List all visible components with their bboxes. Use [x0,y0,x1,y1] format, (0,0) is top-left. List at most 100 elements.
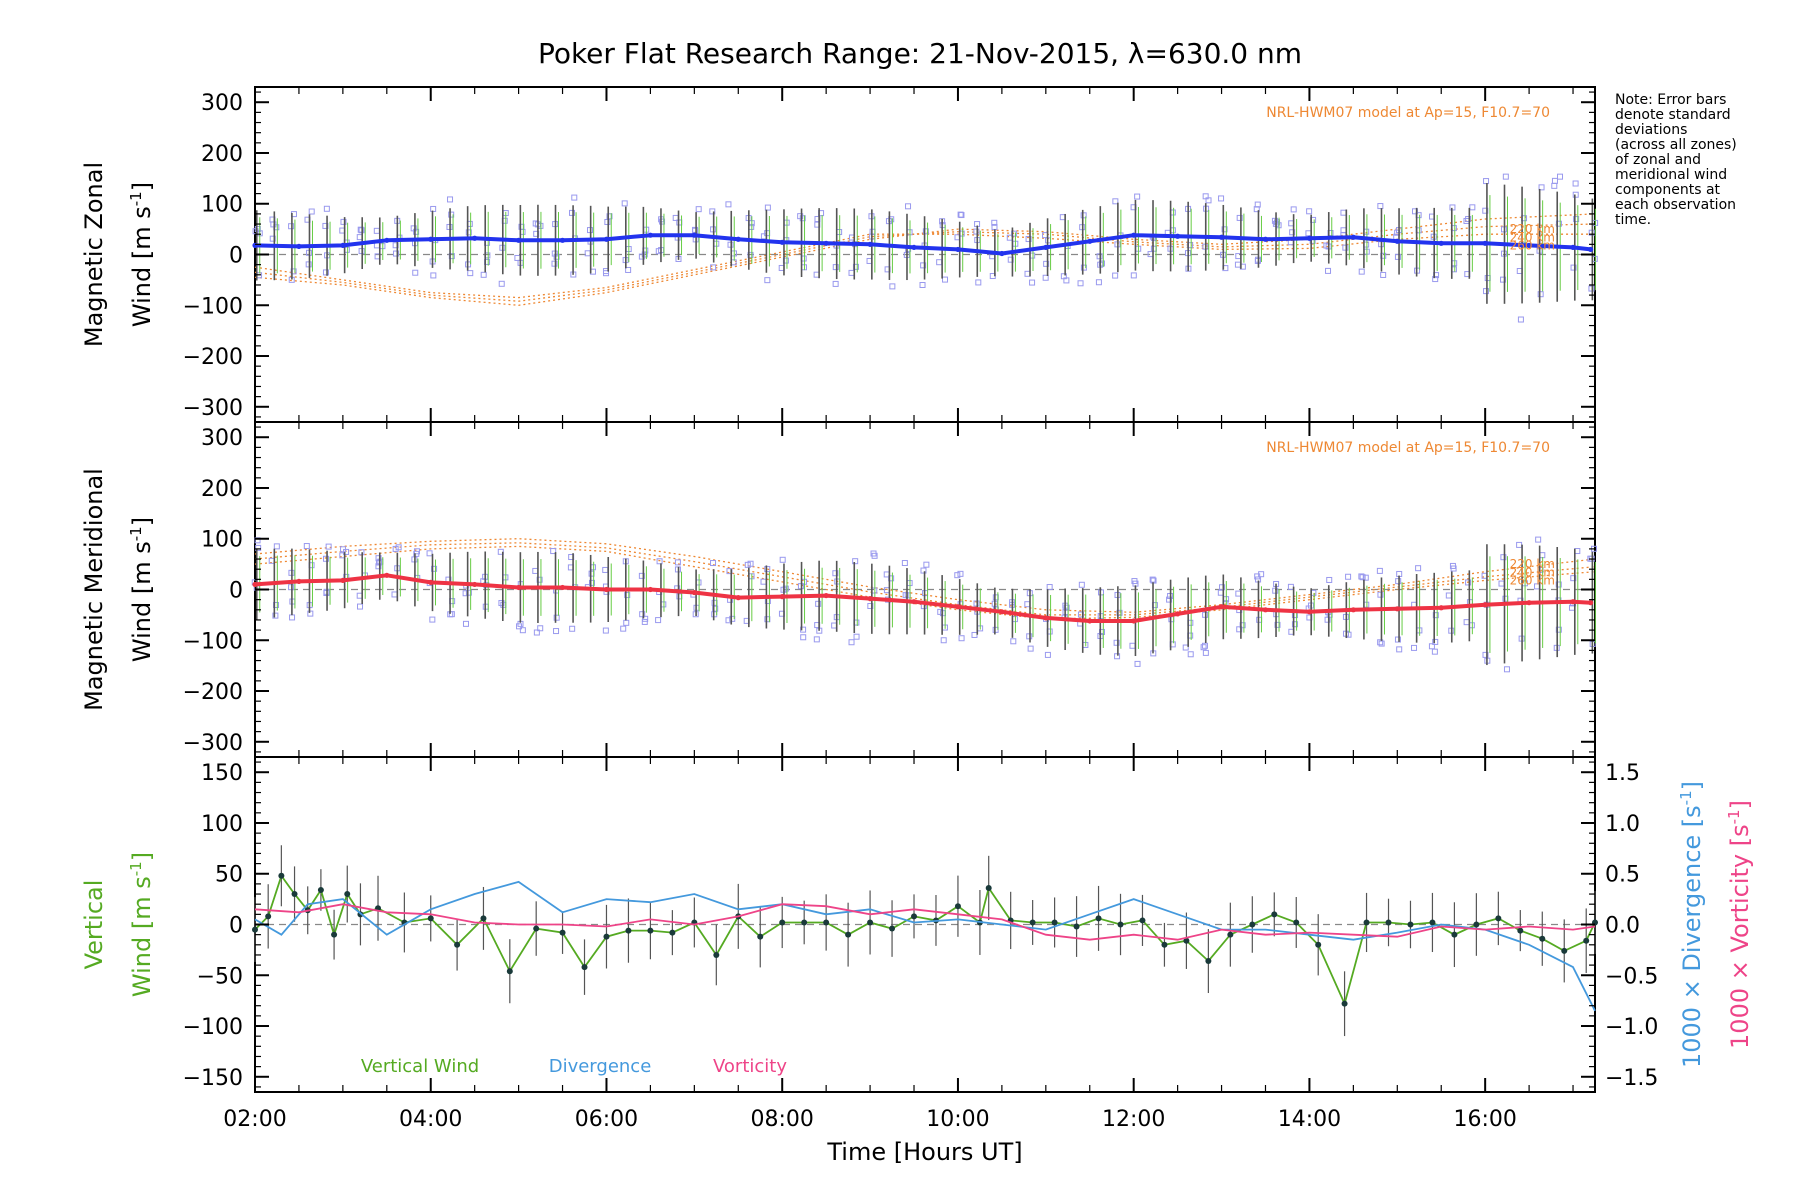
zone-point [1080,264,1087,271]
meridional-wind-point [559,584,566,591]
zone-point [1377,591,1384,598]
vertical-wind-point [911,913,918,920]
y-tick-label: −200 [183,345,243,370]
zone-point [1042,274,1049,281]
zonal-wind-point [603,236,610,242]
vertical-wind-point [506,968,513,975]
y-tick-label: −150 [183,1066,243,1091]
vertical-wind-point [801,919,808,926]
zone-point [498,600,505,607]
zone-point [1205,197,1212,204]
y-tick-label: 150 [201,761,243,786]
zone-point [288,584,295,591]
zonal-wind-point [1526,242,1532,248]
zone-point [1024,601,1031,608]
zone-point [1555,626,1562,633]
vertical-wind-point [823,919,830,926]
y-tick-label: −200 [183,680,243,705]
zone-point [1290,206,1297,213]
zone-point [1469,204,1476,211]
vertical-wind-point [1315,941,1322,948]
vertical-wind-point [954,903,961,910]
zone-point [920,262,927,269]
zonal-wind-point [1043,244,1049,250]
zone-point [1573,216,1580,223]
zone-point [832,570,839,577]
zone-point [550,548,557,555]
zone-point [1291,621,1298,628]
zonal-wind-point [1306,235,1313,241]
zone-point [800,634,807,641]
zone-point [691,226,698,233]
zone-point [514,254,521,261]
zone-point [516,623,523,630]
zone-point [1395,578,1402,585]
meridional-wind-point [867,596,873,602]
altitude-label: 260 km [1510,238,1555,252]
zone-point [308,208,315,215]
meridional-wind-point [296,578,302,584]
zone-point [1551,182,1558,189]
zone-point [958,635,965,642]
zonal-wind-line [254,233,1591,256]
zone-point [712,605,719,612]
note-line: Note: Error bars [1615,92,1726,108]
model-label: NRL-HWM07 model at Ap=15, F10.7=70 [1266,105,1550,121]
vertical-panel-frame [254,756,1596,1093]
zone-point [553,614,560,621]
zone-point [1112,272,1119,279]
zone-point [1340,209,1347,216]
zonal-wind-point [735,236,741,242]
zone-point [744,561,751,568]
x-tick-label: 04:00 [399,1107,462,1132]
meridional-wind-point [472,581,478,588]
zone-point [1396,646,1403,653]
zone-point [1202,649,1209,656]
meridional-wind-point [1131,618,1137,624]
x-tick-label: 06:00 [575,1107,638,1132]
zone-point [867,603,874,610]
zone-point [426,550,433,557]
zone-point [1306,208,1313,215]
vertical-wind-point [1293,919,1300,926]
model-curve-220km [254,538,1596,613]
note-line: (across all zones) [1615,137,1737,153]
model-curve-260km [254,233,1595,299]
vertical-wind-point [845,931,852,938]
meridional-wind-point [691,589,697,596]
vertical-wind-point [625,927,632,934]
zone-point [480,271,487,278]
zone-point [1503,666,1510,673]
vertical-wind-point [291,891,298,898]
note-line: each observation [1615,197,1736,213]
zonal-wind-point [559,237,566,243]
zone-point [1201,642,1208,649]
zonal-wind-point [1262,236,1269,242]
vertical-wind-point [533,925,540,932]
vertical-wind-point [1363,919,1370,926]
zone-point [799,215,806,222]
zone-point [569,209,576,216]
vertical-wind-point [1429,919,1436,926]
y-tick-label: −300 [183,396,243,421]
zone-point [340,218,347,225]
zone-point [323,205,330,212]
meridional-wind-point [428,579,434,585]
zone-point [1570,264,1577,271]
y-tick-label: 300 [201,91,243,116]
zone-point [1415,565,1422,572]
meridional-wind-point [999,609,1005,615]
zone-point [254,226,261,233]
zone-point [307,610,314,617]
y2-tick-label: −1.0 [1605,1015,1658,1040]
zone-point [551,260,558,267]
zonal-wind-point [1175,233,1181,239]
zone-point [889,283,896,290]
meridional-wind-point [1438,605,1444,611]
zone-point [322,222,329,229]
zone-point [957,570,964,577]
zone-point [410,225,417,232]
model-label: NRL-HWM07 model at Ap=15, F10.7=70 [1266,440,1550,456]
zone-point [853,633,860,640]
